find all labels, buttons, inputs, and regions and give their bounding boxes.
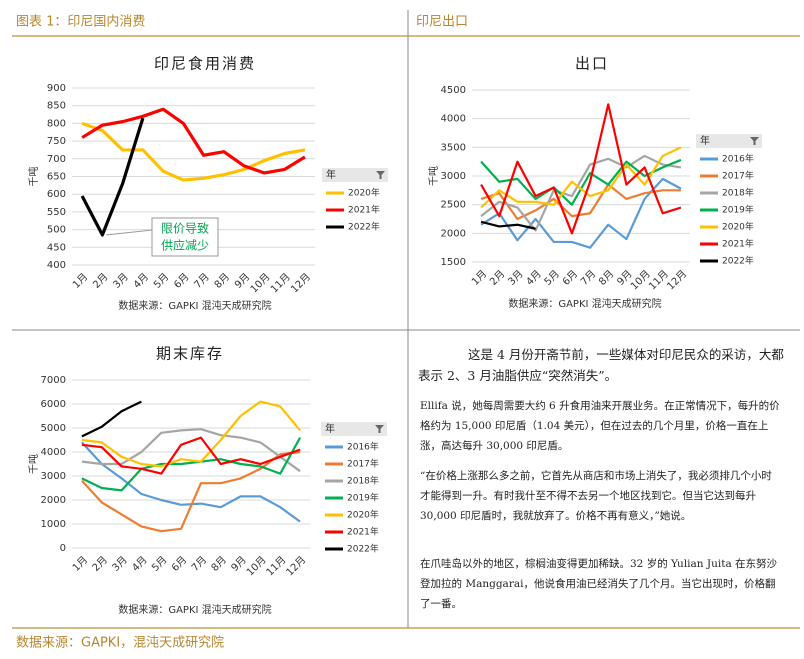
y-tick-label: 800 xyxy=(47,118,66,129)
legend-label: 2019年 xyxy=(347,492,379,504)
legend-label: 2019年 xyxy=(722,204,754,216)
series-line xyxy=(480,183,681,221)
chart-title: 出口 xyxy=(575,55,609,73)
series-line xyxy=(81,121,306,182)
legend-header xyxy=(322,168,388,182)
y-tick-label: 3000 xyxy=(441,171,466,182)
y-tick-label: 2000 xyxy=(441,228,466,239)
y-tick-label: 600 xyxy=(47,189,66,200)
footer: 数据来源：GAPKI，混沌天成研究院 xyxy=(16,636,224,651)
y-tick-label: 750 xyxy=(47,136,66,147)
y-tick-label: 450 xyxy=(47,242,66,253)
series-line xyxy=(480,177,682,249)
y-tick-label: 2000 xyxy=(41,495,66,506)
legend-label: 2017年 xyxy=(722,170,754,182)
legend-title: 年 xyxy=(325,422,335,435)
legend-title: 年 xyxy=(700,134,710,147)
annotation-text: 限价导致 xyxy=(161,222,209,236)
legend-label: 2020年 xyxy=(722,221,754,233)
legend-title: 年 xyxy=(326,168,336,181)
legend-filter-icon xyxy=(375,425,384,433)
legend-header xyxy=(696,134,762,148)
legend-label: 2021年 xyxy=(347,526,379,538)
y-tick-label: 1500 xyxy=(441,257,466,268)
legend-label: 2016年 xyxy=(722,153,754,165)
legend-filter-icon xyxy=(376,171,385,179)
article-quote: 在爪哇岛以外的地区，棕榈油变得更加稀缺。32 岁的 Yulian Juita 在… xyxy=(420,558,778,610)
series-line xyxy=(480,146,682,209)
series-line xyxy=(81,107,306,175)
series-line xyxy=(81,450,301,533)
article-quote: Ellifa 说，她每周需要大约 6 升食用油来开展业务。在正常情况下，每升的价… xyxy=(420,400,780,452)
legend-label: 2018年 xyxy=(347,475,379,487)
legend-label: 2016年 xyxy=(347,441,379,453)
header-right: 印尼出口 xyxy=(416,15,468,30)
series-line xyxy=(81,437,302,492)
y-tick-label: 850 xyxy=(47,101,66,112)
article-quote: “在价格上涨那么多之前，它首先从商店和市场上消失了，我必须排几个小时才能得到一升… xyxy=(420,470,772,522)
y-tick-label: 1000 xyxy=(41,519,66,530)
y-tick-label: 4000 xyxy=(41,447,66,458)
header-left: 图表 1：印尼国内消费 xyxy=(16,14,145,30)
series-line xyxy=(480,154,682,232)
y-tick-label: 700 xyxy=(47,154,66,165)
legend-label: 2022年 xyxy=(347,543,379,555)
series-line xyxy=(81,400,301,468)
annotation-text: 供应减少 xyxy=(161,238,209,253)
legend-label: 2022年 xyxy=(348,221,380,233)
series-line xyxy=(480,103,682,235)
y-tick-label: 4500 xyxy=(441,85,466,96)
chart-source: 数据来源：GAPKI 混沌天成研究院 xyxy=(118,299,271,312)
legend-label: 2022年 xyxy=(722,255,754,267)
legend-label: 2018年 xyxy=(722,187,754,199)
annotation-leader xyxy=(106,229,153,236)
y-tick-label: 3000 xyxy=(41,471,66,482)
legend-filter-icon xyxy=(750,137,759,145)
legend-header xyxy=(321,422,387,436)
y-axis-label: 千吨 xyxy=(27,167,40,187)
annotation-box xyxy=(151,217,219,257)
legend-label: 2021年 xyxy=(722,238,754,250)
y-tick-label: 3500 xyxy=(441,142,466,153)
chart-source: 数据来源：GAPKI 混沌天成研究院 xyxy=(508,297,661,310)
y-tick-label: 900 xyxy=(47,83,66,94)
y-tick-label: 2500 xyxy=(441,200,466,211)
y-tick-label: 6000 xyxy=(41,399,66,410)
y-axis-label: 千吨 xyxy=(427,166,440,186)
y-tick-label: 550 xyxy=(47,207,66,218)
y-axis-label: 千吨 xyxy=(27,454,40,474)
series-line xyxy=(80,117,145,237)
y-tick-label: 4000 xyxy=(441,114,466,125)
y-tick-label: 7000 xyxy=(41,375,66,386)
y-tick-label: 400 xyxy=(47,260,66,271)
chart-title: 期末库存 xyxy=(156,345,224,363)
article-intro: 这是 4 月份开斋节前，一些媒体对印尼民众的采访，大都表示 2、3 月油脂供应“… xyxy=(418,347,784,383)
chart-source: 数据来源：GAPKI 混沌天成研究院 xyxy=(118,603,271,616)
y-tick-label: 0 xyxy=(60,543,66,554)
legend-label: 2020年 xyxy=(348,187,380,199)
series-line xyxy=(81,436,301,475)
legend-label: 2020年 xyxy=(347,509,379,521)
legend-label: 2017年 xyxy=(347,458,379,470)
y-tick-label: 650 xyxy=(47,172,66,183)
series-line xyxy=(81,400,142,438)
y-tick-label: 500 xyxy=(47,225,66,236)
y-tick-label: 5000 xyxy=(41,423,66,434)
chart-title: 印尼食用消费 xyxy=(154,55,256,73)
legend-label: 2021年 xyxy=(348,204,380,216)
series-line xyxy=(480,220,536,230)
